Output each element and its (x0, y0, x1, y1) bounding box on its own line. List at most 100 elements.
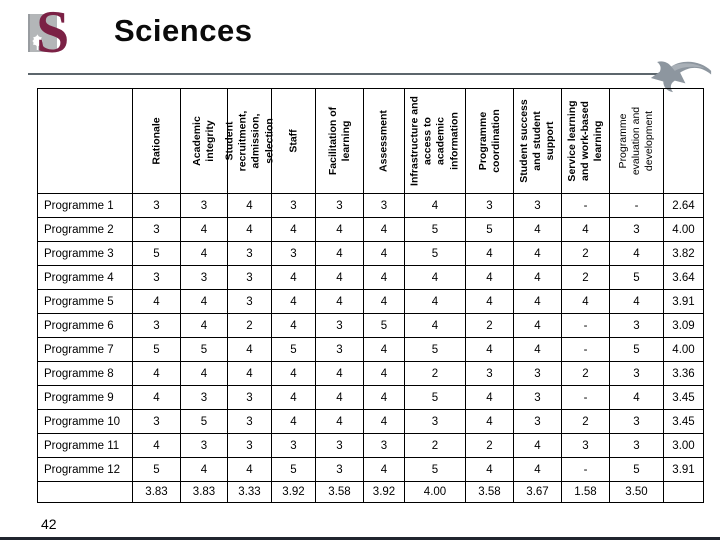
column-average: 3.33 (227, 481, 272, 503)
score-cell: 4 (513, 289, 562, 314)
score-cell: 2 (561, 265, 610, 290)
score-cell: 4 (132, 433, 181, 458)
score-cell: 3 (132, 409, 181, 434)
footer-empty-cell (37, 481, 133, 503)
programme-name: Programme 6 (37, 313, 133, 338)
score-cell: 5 (180, 337, 228, 362)
score-cell: - (561, 193, 610, 218)
score-cell: 4 (513, 433, 562, 458)
score-cell: 4 (227, 361, 272, 386)
score-cell: 4 (465, 241, 514, 266)
score-cell: 3 (227, 241, 272, 266)
score-cell: 3 (180, 265, 228, 290)
score-cell: - (561, 457, 610, 482)
score-cell: 4 (363, 241, 405, 266)
corner-cell (37, 88, 133, 194)
score-cell: 4 (180, 361, 228, 386)
score-cell: 4 (180, 241, 228, 266)
score-cell: 2 (404, 433, 466, 458)
table-row: Programme 4 3 3 3 4 4 4 4 4 4 2 5 3.64 (37, 265, 704, 290)
return-arrow-icon[interactable] (650, 58, 712, 98)
score-cell: 4 (227, 337, 272, 362)
score-cell: 5 (363, 313, 405, 338)
score-cell: 5 (132, 241, 181, 266)
score-cell: 4 (315, 385, 364, 410)
score-cell: 2 (227, 313, 272, 338)
column-average: 3.67 (513, 481, 562, 503)
score-cell: 3 (132, 313, 181, 338)
score-cell: 4 (609, 385, 664, 410)
score-cell: 3 (315, 193, 364, 218)
score-cell: 3 (315, 457, 364, 482)
score-cell: 4 (465, 457, 514, 482)
score-cell: 4 (315, 265, 364, 290)
column-header: Assessment (363, 88, 405, 194)
score-cell: 3 (271, 433, 316, 458)
footer-average-empty (663, 481, 704, 503)
score-cell: 4 (227, 217, 272, 242)
score-cell: 4 (227, 193, 272, 218)
score-cell: 5 (609, 337, 664, 362)
score-cell: 4 (271, 409, 316, 434)
programme-name: Programme 12 (37, 457, 133, 482)
score-cell: 4 (363, 337, 405, 362)
table-row: Programme 5 4 4 3 4 4 4 4 4 4 4 4 3.91 (37, 289, 704, 314)
score-cell: 5 (271, 337, 316, 362)
score-cell: 4 (180, 217, 228, 242)
score-cell: 4 (513, 313, 562, 338)
table-row: Programme 7 5 5 4 5 3 4 5 4 4-5 4.00 (37, 337, 704, 362)
row-average: 3.64 (663, 265, 704, 290)
table-row: Programme 9 4 3 3 4 4 4 5 4 3-4 3.45 (37, 385, 704, 410)
programme-name: Programme 2 (37, 217, 133, 242)
programme-name: Programme 10 (37, 409, 133, 434)
score-cell: 4 (363, 409, 405, 434)
row-average: 2.64 (663, 193, 704, 218)
score-cell: 3 (404, 409, 466, 434)
score-cell: 5 (404, 241, 466, 266)
score-cell: 3 (609, 313, 664, 338)
slide-page-number: 42 (41, 516, 57, 532)
score-cell: 4 (271, 313, 316, 338)
table-row: Programme 1 3 3 4 3 3 3 4 3 3- -2.64 (37, 193, 704, 218)
programme-name: Programme 7 (37, 337, 133, 362)
score-cell: 4 (363, 289, 405, 314)
score-cell: 4 (465, 409, 514, 434)
score-cell: 3 (609, 217, 664, 242)
score-cell: 4 (363, 217, 405, 242)
footer-bar (0, 537, 720, 540)
table-row: Programme 6 3 4 2 4 3 5 4 2 4-3 3.09 (37, 313, 704, 338)
score-cell: 4 (465, 289, 514, 314)
score-cell: 4 (315, 289, 364, 314)
score-cell: 2 (561, 241, 610, 266)
column-header: Programme evaluation and development (609, 88, 664, 194)
programme-name: Programme 3 (37, 241, 133, 266)
score-cell: 4 (513, 241, 562, 266)
column-average: 3.58 (465, 481, 514, 503)
score-cell: - (561, 313, 610, 338)
title-divider (28, 73, 660, 75)
score-cell: 4 (513, 457, 562, 482)
score-cell: 3 (363, 433, 405, 458)
score-cell: 4 (513, 337, 562, 362)
table-row: Programme 12 5 4 4 5 3 4 5 4 4-5 3.91 (37, 457, 704, 482)
score-cell: 3 (227, 289, 272, 314)
score-cell: 2 (465, 433, 514, 458)
score-cell: 4 (180, 313, 228, 338)
score-cell: 3 (363, 193, 405, 218)
score-cell: 4 (271, 217, 316, 242)
score-cell: 3 (180, 193, 228, 218)
column-header: Rationale (132, 88, 181, 194)
column-header: Programme coordination (465, 88, 514, 194)
score-cell: 4 (404, 265, 466, 290)
table-row: Programme 11 4 3 3 3 3 3 2 2 4 3 3 3.00 (37, 433, 704, 458)
column-header-label: Service learning and work-based learning (565, 100, 605, 182)
score-cell: 4 (363, 385, 405, 410)
column-average: 1.58 (561, 481, 610, 503)
column-header-label: Student success and student support (517, 99, 557, 183)
column-average: 3.83 (132, 481, 181, 503)
table-row: Programme 10 3 5 3 4 4 4 3 4 3 2 3 3.45 (37, 409, 704, 434)
programme-name: Programme 4 (37, 265, 133, 290)
score-cell: 3 (609, 361, 664, 386)
score-cell: 3 (271, 193, 316, 218)
logo-square (28, 14, 57, 52)
